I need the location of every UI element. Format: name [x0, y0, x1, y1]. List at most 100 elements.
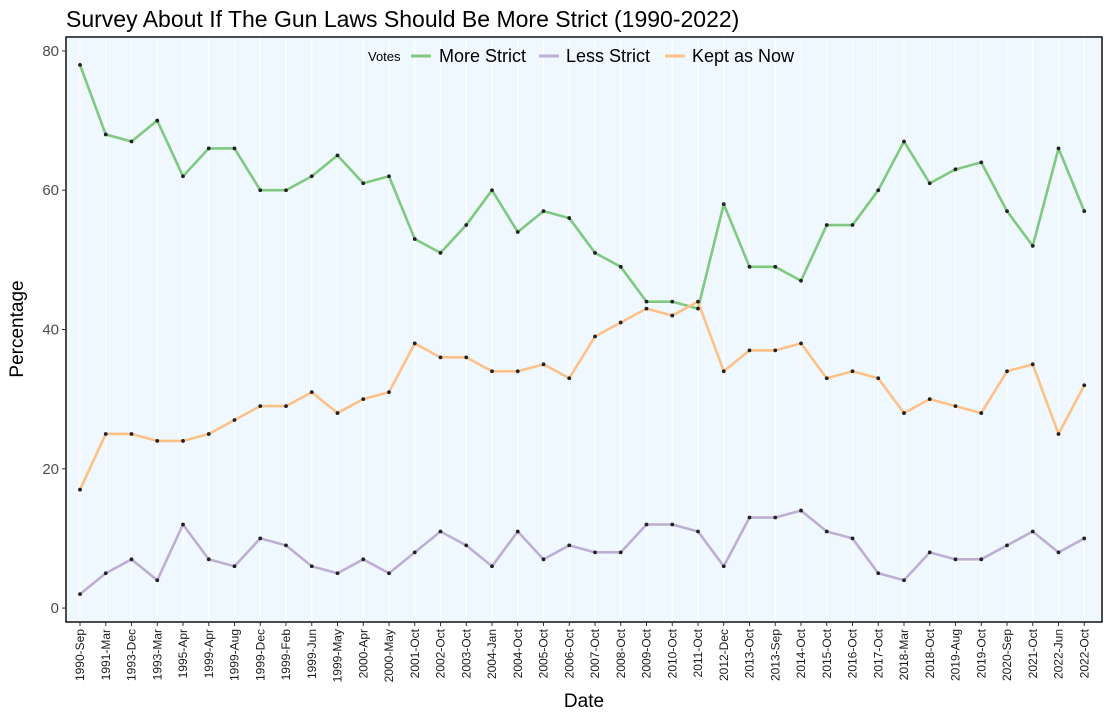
data-point-more-strict	[593, 250, 597, 255]
data-point-less-strict	[850, 536, 855, 541]
data-point-kept-as-now	[567, 376, 572, 381]
data-point-kept-as-now	[258, 404, 263, 409]
data-point-less-strict	[284, 543, 288, 548]
data-point-less-strict	[670, 522, 675, 527]
data-point-less-strict	[773, 515, 778, 520]
data-point-less-strict	[876, 571, 881, 576]
data-point-more-strict	[206, 146, 211, 151]
legend: Votes More Strict Less Strict Kept as Now	[368, 46, 795, 66]
data-points	[78, 62, 1087, 597]
data-point-more-strict	[515, 230, 520, 234]
data-point-more-strict	[953, 167, 958, 172]
data-point-more-strict	[644, 299, 649, 304]
data-point-less-strict	[747, 515, 752, 520]
x-tick-label: 1999-Dec	[253, 629, 267, 681]
data-point-more-strict	[927, 181, 932, 186]
x-tick-label: 2004-Oct	[511, 628, 525, 678]
data-point-more-strict	[541, 209, 546, 214]
x-tick-label: 2013-Oct	[743, 628, 757, 678]
data-point-kept-as-now	[773, 348, 778, 353]
data-point-less-strict	[1005, 543, 1009, 548]
data-point-less-strict	[78, 592, 82, 597]
x-tick-label: 2014-Oct	[794, 628, 808, 678]
data-point-less-strict	[644, 522, 649, 527]
x-tick-label: 2021-Oct	[1026, 628, 1040, 678]
x-tick-label: 2018-Mar	[897, 629, 911, 680]
x-tick-label: 2005-Oct	[537, 628, 551, 678]
data-point-kept-as-now	[618, 320, 623, 325]
data-point-more-strict	[464, 223, 469, 227]
data-point-more-strict	[876, 188, 881, 193]
data-point-kept-as-now	[1005, 369, 1009, 374]
data-point-kept-as-now	[721, 369, 726, 374]
data-point-kept-as-now	[979, 411, 984, 415]
data-point-more-strict	[284, 188, 288, 193]
x-tick-label: 2012-Dec	[717, 629, 731, 681]
data-point-more-strict	[799, 278, 803, 283]
data-point-kept-as-now	[181, 439, 185, 443]
data-point-more-strict	[309, 174, 314, 179]
data-point-kept-as-now	[490, 369, 494, 374]
data-point-kept-as-now	[309, 390, 314, 395]
y-tick-label: 80	[42, 43, 59, 60]
data-point-more-strict	[1082, 209, 1087, 214]
x-tick-label: 1995-Apr	[176, 629, 190, 678]
data-point-kept-as-now	[593, 334, 597, 339]
data-point-kept-as-now	[155, 439, 160, 443]
x-tick-label: 2020-Sep	[1000, 629, 1014, 681]
x-tick-label: 1999-May	[331, 629, 345, 682]
data-point-more-strict	[412, 237, 417, 241]
legend-label-more-strict: More Strict	[439, 46, 526, 66]
data-point-kept-as-now	[438, 355, 443, 360]
data-point-less-strict	[593, 550, 597, 555]
x-tick-label: 2016-Oct	[846, 628, 860, 678]
data-point-kept-as-now	[927, 397, 932, 402]
x-tick-label: 2008-Oct	[614, 628, 628, 678]
data-point-kept-as-now	[824, 376, 829, 381]
data-point-less-strict	[103, 571, 108, 576]
data-point-less-strict	[206, 557, 211, 562]
data-point-kept-as-now	[335, 411, 340, 415]
x-tick-label: 1999-Feb	[279, 629, 293, 681]
x-tick-label: 1993-Mar	[150, 629, 164, 680]
data-point-less-strict	[232, 564, 237, 569]
x-axis-title: Date	[564, 691, 604, 712]
data-point-more-strict	[721, 202, 726, 207]
data-point-more-strict	[902, 139, 906, 144]
data-point-kept-as-now	[232, 418, 237, 422]
x-tick-label: 2019-Aug	[949, 629, 963, 681]
x-tick-label: 2018-Oct	[923, 628, 937, 678]
x-tick-label: 2000-Apr	[356, 629, 370, 678]
data-point-more-strict	[387, 174, 391, 179]
data-point-less-strict	[927, 550, 932, 555]
data-point-more-strict	[618, 264, 623, 269]
data-point-kept-as-now	[747, 348, 752, 353]
data-point-less-strict	[412, 550, 417, 555]
x-tick-label: 1993-Dec	[125, 629, 139, 681]
data-point-less-strict	[464, 543, 469, 548]
legend-title: Votes	[368, 49, 401, 64]
data-point-less-strict	[979, 557, 984, 562]
data-point-less-strict	[515, 529, 520, 534]
data-point-less-strict	[438, 529, 443, 534]
data-point-more-strict	[773, 264, 778, 269]
data-point-kept-as-now	[361, 397, 366, 402]
data-point-more-strict	[103, 132, 108, 137]
data-point-less-strict	[567, 543, 572, 548]
data-point-more-strict	[979, 160, 984, 165]
data-point-more-strict	[1030, 244, 1035, 248]
x-tick-label: 2015-Oct	[820, 628, 834, 678]
data-point-less-strict	[387, 571, 391, 576]
data-point-less-strict	[1056, 550, 1061, 555]
data-point-less-strict	[953, 557, 958, 562]
data-point-kept-as-now	[670, 313, 675, 318]
x-tick-label: 1990-Sep	[73, 629, 87, 681]
data-point-more-strict	[747, 264, 752, 269]
x-tick-label: 2001-Oct	[408, 628, 422, 678]
data-point-less-strict	[1030, 529, 1035, 534]
data-point-more-strict	[696, 306, 700, 311]
data-point-kept-as-now	[696, 299, 700, 304]
data-point-kept-as-now	[387, 390, 391, 395]
x-tick-label: 2010-Oct	[665, 628, 679, 678]
data-point-kept-as-now	[464, 355, 469, 360]
